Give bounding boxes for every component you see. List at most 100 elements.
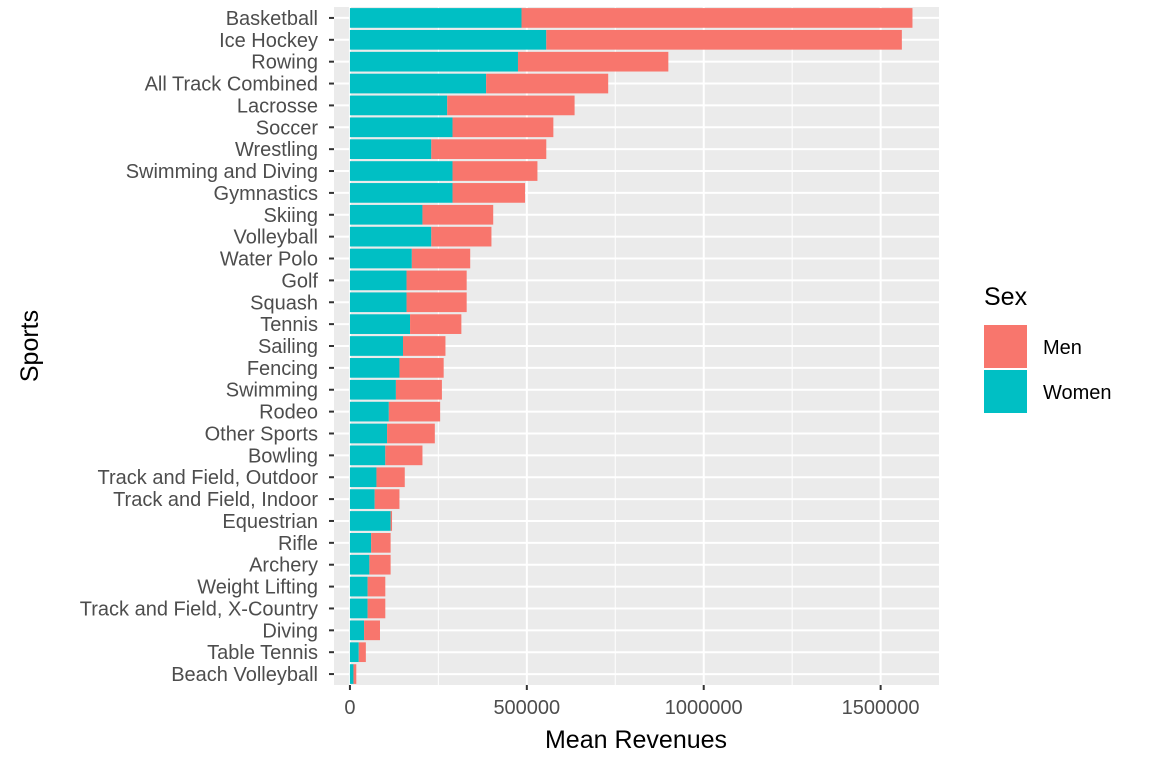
y-tick-label: Rodeo <box>259 402 318 424</box>
y-tick-label: Track and Field, Indoor <box>113 489 318 511</box>
y-tick-label: Beach Volleyball <box>171 664 318 686</box>
bar-men <box>546 29 902 50</box>
y-tick-label: Other Sports <box>205 423 318 445</box>
x-axis: 0 500000 1000000 1500000 <box>344 685 920 719</box>
bar-men <box>390 511 393 531</box>
bar-men <box>406 270 467 291</box>
legend-key-women <box>984 370 1027 413</box>
bar-women <box>349 358 400 378</box>
legend-title: Sex <box>984 283 1028 311</box>
y-tick-label: Water Polo <box>220 249 318 271</box>
y-tick-label: Swimming and Diving <box>126 161 318 183</box>
bar-men <box>452 117 554 138</box>
bar-women <box>349 314 411 334</box>
y-tick-label: Fencing <box>247 358 318 380</box>
bar-women <box>349 336 403 356</box>
x-tick-label: 500000 <box>493 697 560 719</box>
bar-men <box>431 226 492 247</box>
bar-women <box>349 401 389 422</box>
bar-women <box>349 117 453 138</box>
bar-women <box>349 642 359 663</box>
bar-men <box>387 423 435 444</box>
bar-men <box>517 51 669 72</box>
y-tick-label: Tennis <box>260 314 318 336</box>
bar-women <box>349 8 522 28</box>
bar-men <box>406 292 467 313</box>
bar-women <box>349 576 368 597</box>
bar-men <box>374 489 400 509</box>
bar-women <box>349 73 487 94</box>
x-tick-label: 0 <box>344 697 355 719</box>
x-tick-label: 1500000 <box>842 697 920 719</box>
y-tick-label: Equestrian <box>222 511 318 533</box>
bar-men <box>422 204 494 225</box>
bar-women <box>349 423 388 444</box>
bar-women <box>349 95 448 116</box>
x-axis-title: Mean Revenues <box>545 726 727 754</box>
legend-label-men: Men <box>1043 337 1082 359</box>
bars <box>349 8 913 684</box>
bar-men <box>369 554 391 575</box>
bar-women <box>349 445 386 466</box>
y-tick-label: Archery <box>249 555 318 577</box>
bar-women <box>349 183 453 203</box>
y-tick-label: Squash <box>250 292 318 314</box>
y-tick-label: Rifle <box>278 533 318 555</box>
bar-women <box>349 139 432 160</box>
y-tick-label: Soccer <box>256 117 319 139</box>
bar-men <box>431 139 547 160</box>
bar-women <box>349 270 407 291</box>
y-tick-label: Gymnastics <box>214 183 318 205</box>
bar-men <box>411 248 471 269</box>
bar-women <box>349 598 368 619</box>
y-tick-label: Golf <box>281 270 318 292</box>
bar-men <box>358 642 366 663</box>
bar-women <box>349 226 432 247</box>
bar-men <box>486 73 609 94</box>
y-tick-label: All Track Combined <box>145 74 318 96</box>
y-tick-label: Track and Field, X-Country <box>80 598 318 620</box>
bar-women <box>349 620 365 641</box>
bar-men <box>364 620 380 641</box>
y-tick-label: Bowling <box>248 445 318 467</box>
y-tick-label: Diving <box>262 620 318 642</box>
bar-women <box>349 532 372 553</box>
y-tick-label: Rowing <box>251 52 318 74</box>
bar-women <box>349 161 453 181</box>
bar-men <box>521 8 913 28</box>
bar-women <box>349 248 412 269</box>
bar-men <box>367 598 386 619</box>
y-tick-label: Wrestling <box>235 139 318 161</box>
bar-men <box>399 358 444 378</box>
y-tick-label: Lacrosse <box>237 95 318 117</box>
bar-men <box>452 161 538 181</box>
bar-men <box>385 445 423 466</box>
y-axis-title: Sports <box>16 310 44 382</box>
y-tick-label: Volleyball <box>233 227 318 249</box>
y-tick-label: Swimming <box>226 380 318 402</box>
bar-men <box>367 576 386 597</box>
legend: Sex Men Women <box>984 283 1112 413</box>
bar-women <box>349 511 391 531</box>
y-tick-label: Track and Field, Outdoor <box>98 467 319 489</box>
bar-men <box>402 336 446 356</box>
bar-men <box>452 183 526 203</box>
bar-men <box>371 532 391 553</box>
bar-men <box>353 664 357 684</box>
y-tick-label: Skiing <box>264 205 318 227</box>
x-tick-label: 1000000 <box>665 697 743 719</box>
bar-women <box>349 204 423 225</box>
bar-women <box>349 29 547 50</box>
bar-men <box>447 95 575 116</box>
bar-women <box>349 51 518 72</box>
bar-women <box>349 554 370 575</box>
bar-women <box>349 467 377 488</box>
y-tick-label: Table Tennis <box>207 642 318 664</box>
legend-label-women: Women <box>1043 382 1112 404</box>
legend-key-men <box>984 325 1027 368</box>
bar-men <box>395 379 442 400</box>
y-tick-label: Basketball <box>226 8 318 30</box>
bar-women <box>349 664 354 684</box>
